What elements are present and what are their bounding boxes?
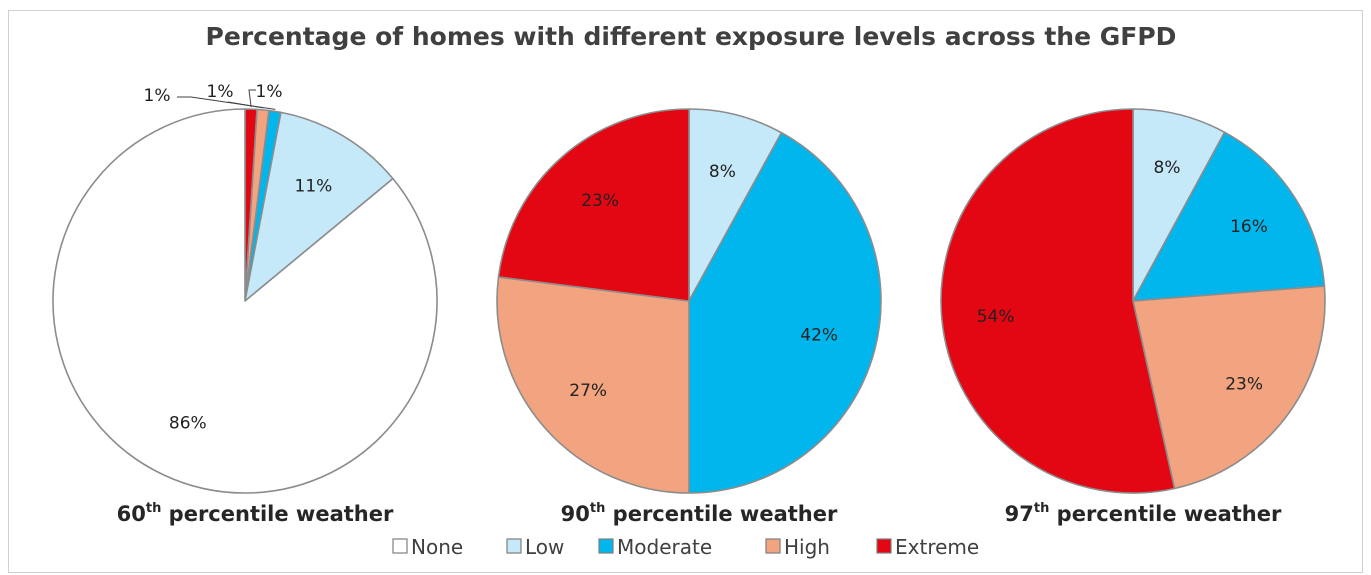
pie-slice-low [1132,108,1226,302]
pie-slice-extreme [940,108,1176,494]
leader-line-extreme [248,89,256,108]
pie-slice-high [496,276,690,494]
legend-label-extreme: Extreme [895,535,979,559]
legend-item-high: High [765,535,830,559]
pie-caption-1: 60th percentile weather [117,501,394,526]
legend-label-high: High [784,535,830,559]
pie-slice-moderate [1132,131,1326,302]
pie-slice-low [688,108,783,302]
caption-text: percentile weather [161,502,394,526]
legend-swatch-high [765,538,781,554]
legend-swatch-none [392,538,408,554]
caption-superscript: th [1034,501,1049,516]
slice-label-high: 27% [569,381,607,401]
caption-text: percentile weather [605,502,838,526]
caption-number: 90 [561,502,590,526]
legend-item-extreme: Extreme [876,535,979,559]
slice-label-moderate: 42% [800,325,838,345]
pie-slice-extreme [497,108,690,302]
legend-item-moderate: Moderate [598,535,712,559]
legend-swatch-moderate [598,538,614,554]
pie-chart-1: 11% 86% 1% 1% 1% 60th percentile weather [52,82,438,526]
legend-swatch-extreme [876,538,892,554]
caption-text: percentile weather [1049,502,1282,526]
pies-layer: 11%86%1%1%1%60th percentile weather8%42%… [52,82,1326,526]
leader-line-moderate [177,96,276,110]
pie-slice-none [52,108,438,494]
chart-title: Percentage of homes with different expos… [206,22,1177,51]
slice-label-extreme: 54% [977,307,1015,327]
caption-superscript: th [590,501,605,516]
slice-label-none: 86% [169,414,207,434]
pie-caption-3: 97th percentile weather [1005,501,1282,526]
slice-label-low: 8% [1154,158,1181,178]
slice-label-low: 8% [709,162,736,182]
slice-label-high: 1% [207,82,234,102]
legend-swatch-low [506,538,522,554]
pie-slice-high [1132,285,1326,490]
pie-slice-low [244,111,394,302]
slice-label-low: 11% [295,176,333,196]
chart-container: Percentage of homes with different expos… [8,10,1363,573]
pie-slice-moderate [688,131,882,494]
legend-item-low: Low [506,535,564,559]
legend-item-none: None [392,535,463,559]
slice-label-extreme: 23% [581,191,619,211]
slice-label-moderate: 16% [1230,217,1268,237]
legend-label-moderate: Moderate [617,535,712,559]
legend-label-low: Low [525,535,564,559]
caption-number: 97 [1005,502,1034,526]
legend: None Low Moderate High Extreme [392,535,979,559]
slice-label-high: 23% [1225,374,1263,394]
pie-caption-2: 90th percentile weather [561,501,838,526]
legend-label-none: None [411,535,463,559]
slice-label-moderate: 1% [144,86,171,106]
slice-label-extreme: 1% [256,82,283,102]
pie-chart-2: 8% 42% 27% 23% 90th percentile weather [496,108,882,526]
chart-svg: Percentage of homes with different expos… [52,22,1326,559]
pie-chart-3: 8% 16% 23% 54% 97th percentile weather [940,108,1326,526]
caption-superscript: th [146,501,161,516]
caption-number: 60 [117,502,146,526]
